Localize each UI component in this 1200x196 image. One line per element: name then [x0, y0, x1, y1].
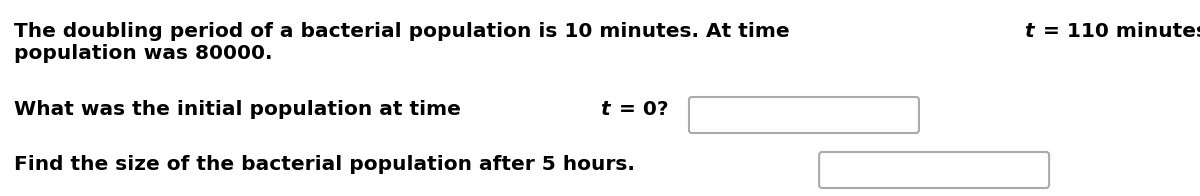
Text: population was 80000.: population was 80000. [14, 44, 272, 63]
Text: The doubling period of a bacterial population is 10 minutes. At time: The doubling period of a bacterial popul… [14, 22, 797, 41]
FancyBboxPatch shape [820, 152, 1049, 188]
FancyBboxPatch shape [689, 97, 919, 133]
Text: = 110 minutes, the bacterial: = 110 minutes, the bacterial [1037, 22, 1200, 41]
Text: Find the size of the bacterial population after 5 hours.: Find the size of the bacterial populatio… [14, 155, 635, 174]
Text: = 0?: = 0? [612, 100, 668, 119]
Text: t: t [600, 100, 610, 119]
Text: What was the initial population at time: What was the initial population at time [14, 100, 468, 119]
Text: t: t [1024, 22, 1033, 41]
